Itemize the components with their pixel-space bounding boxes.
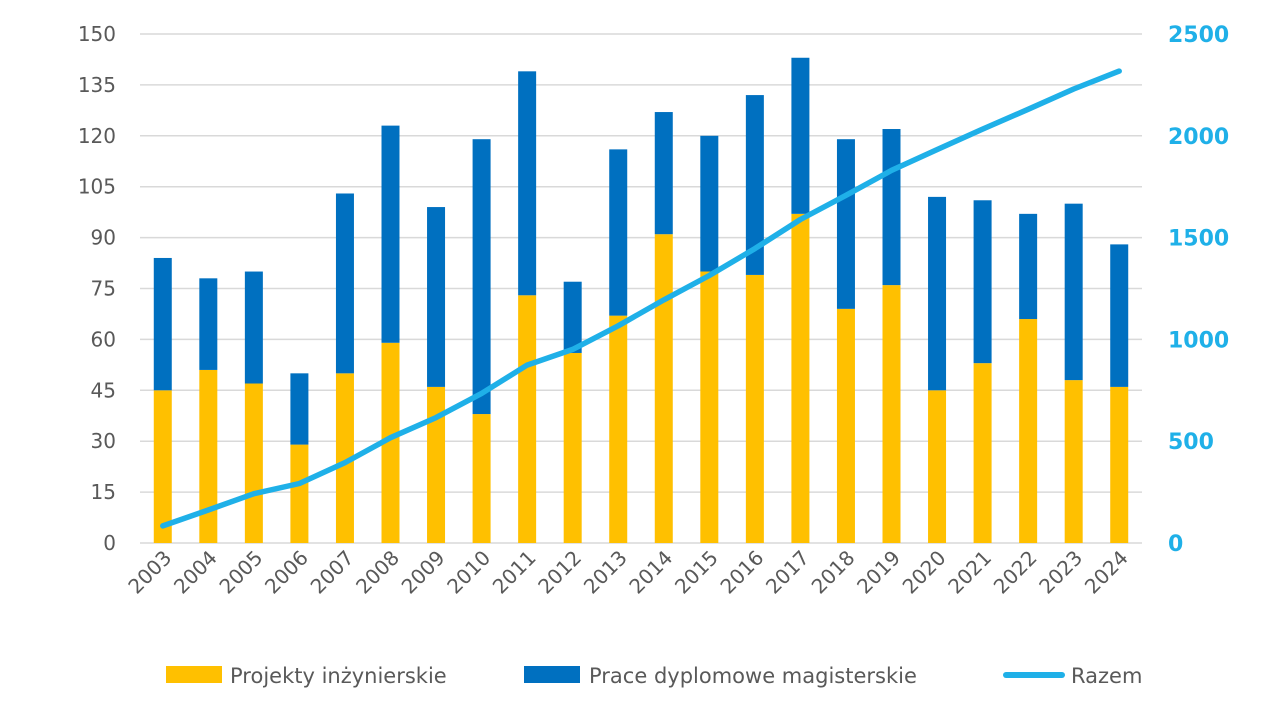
bar-projekty-2020 <box>928 390 947 543</box>
x-tick-label: 2003 <box>123 546 176 599</box>
bar-prace-2007 <box>335 193 354 374</box>
bar-prace-2023 <box>1064 203 1083 381</box>
bar-projekty-2013 <box>609 315 628 543</box>
left-tick-label: 15 <box>91 480 116 504</box>
legend-label-prace: Prace dyplomowe magisterskie <box>589 664 917 688</box>
x-tick-label: 2008 <box>351 546 404 599</box>
left-tick-label: 45 <box>91 378 116 402</box>
bar-projekty-2019 <box>882 285 901 543</box>
bar-projekty-2018 <box>836 308 855 543</box>
x-tick-label: 2024 <box>1080 546 1133 599</box>
x-tick-label: 2004 <box>169 546 222 599</box>
bar-prace-2008 <box>381 125 400 343</box>
left-tick-label: 135 <box>78 73 116 97</box>
bar-prace-2003 <box>153 257 172 391</box>
bar-projekty-2015 <box>700 271 719 543</box>
bar-prace-2006 <box>290 373 309 445</box>
left-axis: 0 15 30 45 60 75 90 105 120 135 150 <box>78 22 116 555</box>
left-tick-label: 75 <box>91 277 116 301</box>
x-tick-label: 2017 <box>761 546 814 599</box>
legend-label-projekty: Projekty inżynierskie <box>230 664 447 688</box>
x-tick-label: 2013 <box>579 546 632 599</box>
bar-projekty-2003 <box>153 390 172 543</box>
bar-projekty-2006 <box>290 444 309 543</box>
bar-prace-2004 <box>199 278 218 370</box>
bar-projekty-2023 <box>1064 380 1083 543</box>
legend-swatch-prace <box>524 666 580 683</box>
left-tick-label: 120 <box>78 124 116 148</box>
right-tick-label: 1500 <box>1168 227 1229 252</box>
bar-projekty-2008 <box>381 342 400 543</box>
right-tick-label: 0 <box>1168 532 1183 557</box>
x-tick-label: 2022 <box>989 546 1042 599</box>
bar-projekty-2004 <box>199 369 218 543</box>
bar-prace-2011 <box>518 71 537 296</box>
bar-prace-2016 <box>745 95 764 275</box>
total-line-layer <box>160 68 1122 529</box>
bar-projekty-2007 <box>335 373 354 543</box>
bar-prace-2012 <box>563 281 582 353</box>
bar-projekty-2021 <box>973 363 992 543</box>
bar-projekty-2012 <box>563 352 582 543</box>
bar-prace-2019 <box>882 129 901 286</box>
bar-projekty-2010 <box>472 414 491 543</box>
bar-prace-2020 <box>928 196 947 391</box>
x-tick-label: 2006 <box>260 546 313 599</box>
x-tick-label: 2005 <box>214 546 267 599</box>
line-razem <box>160 68 1122 529</box>
x-tick-label: 2012 <box>533 546 586 599</box>
bar-prace-2015 <box>700 135 719 272</box>
x-tick-label: 2018 <box>807 546 860 599</box>
bar-prace-2017 <box>791 57 810 214</box>
bar-prace-2018 <box>836 139 855 309</box>
right-tick-label: 2000 <box>1168 125 1229 150</box>
bar-projekty-2014 <box>654 234 673 543</box>
x-tick-label: 2014 <box>624 546 677 599</box>
x-tick-label: 2019 <box>852 546 905 599</box>
x-tick-label: 2023 <box>1034 546 1087 599</box>
x-tick-label: 2015 <box>670 546 723 599</box>
left-tick-label: 105 <box>78 175 116 199</box>
bar-prace-2024 <box>1110 244 1129 387</box>
right-tick-label: 2500 <box>1168 23 1229 48</box>
right-axis: 0 500 1000 1500 2000 2500 <box>1168 23 1229 557</box>
x-tick-label: 2011 <box>488 546 541 599</box>
x-tick-label: 2016 <box>715 546 768 599</box>
x-axis: 2003200420052006200720082009201020112012… <box>123 546 1132 599</box>
right-tick-label: 1000 <box>1168 328 1229 353</box>
x-tick-label: 2007 <box>306 546 359 599</box>
bar-projekty-2016 <box>745 274 764 543</box>
legend: Projekty inżynierskie Prace dyplomowe ma… <box>166 664 1142 688</box>
left-tick-label: 0 <box>103 531 116 555</box>
bar-projekty-2005 <box>244 383 263 543</box>
bar-projekty-2009 <box>427 386 446 543</box>
left-tick-label: 30 <box>91 429 116 453</box>
legend-label-razem: Razem <box>1071 664 1142 688</box>
legend-swatch-projekty <box>166 666 222 683</box>
bar-prace-2013 <box>609 149 628 316</box>
bar-projekty-2024 <box>1110 386 1129 543</box>
bar-prace-2014 <box>654 112 673 235</box>
x-tick-label: 2010 <box>442 546 495 599</box>
bar-prace-2021 <box>973 200 992 364</box>
bar-prace-2005 <box>244 271 263 384</box>
bar-prace-2009 <box>427 207 446 387</box>
bar-projekty-2022 <box>1019 319 1038 543</box>
gridlines <box>140 33 1142 544</box>
bar-projekty-2017 <box>791 213 810 543</box>
bar-prace-2010 <box>472 139 491 415</box>
bar-projekty-2011 <box>518 295 537 543</box>
bars <box>153 57 1129 543</box>
x-tick-label: 2021 <box>943 546 996 599</box>
x-tick-label: 2020 <box>898 546 951 599</box>
left-tick-label: 60 <box>91 327 116 351</box>
left-tick-label: 90 <box>91 226 116 250</box>
left-tick-label: 150 <box>78 22 116 46</box>
x-tick-label: 2009 <box>397 546 450 599</box>
bar-prace-2022 <box>1019 213 1038 320</box>
right-tick-label: 500 <box>1168 430 1214 455</box>
